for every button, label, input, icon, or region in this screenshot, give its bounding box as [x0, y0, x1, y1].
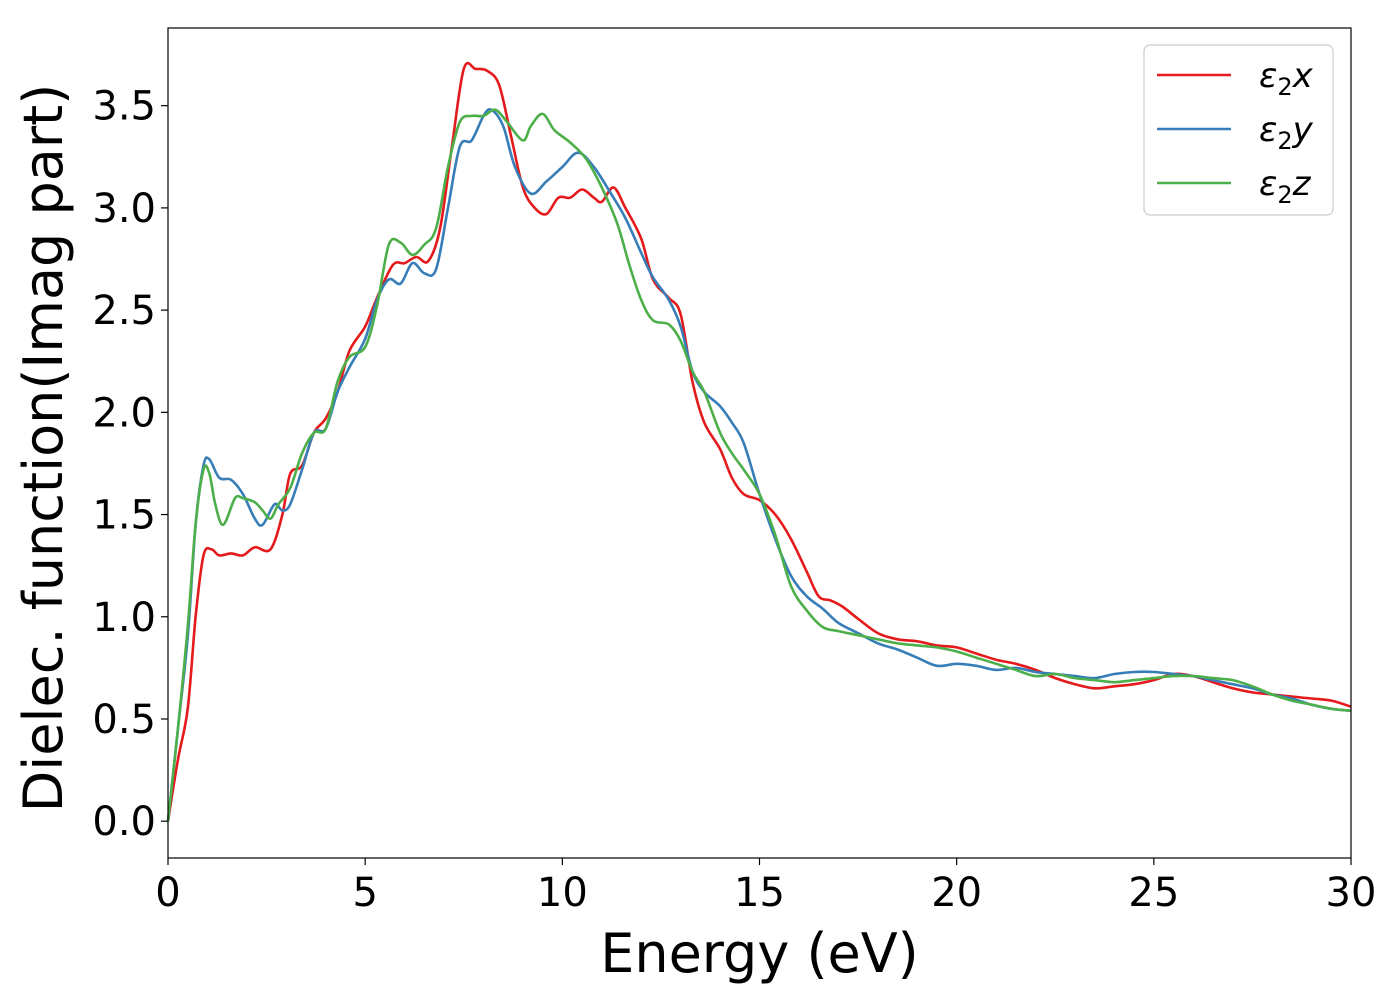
y-tick-label: 0.5 — [92, 697, 156, 743]
x-axis-title: Energy (eV) — [600, 922, 919, 985]
x-tick-label: 5 — [352, 870, 377, 916]
y-tick-label: 2.0 — [92, 390, 156, 436]
series-line-z — [166, 108, 1352, 822]
legend-label-y: ε2y — [1259, 110, 1314, 155]
y-tick-label: 1.0 — [92, 595, 156, 641]
x-tick-label: 20 — [931, 870, 982, 916]
series-layer — [166, 61, 1352, 822]
y-tick-label: 1.5 — [92, 493, 156, 539]
legend-label-z: ε2z — [1259, 164, 1312, 209]
x-tick-label: 30 — [1326, 870, 1377, 916]
y-axis-title: Dielec. function(Imag part) — [12, 84, 75, 813]
x-axis-ticks: 0 5 10 15 20 25 30 — [155, 858, 1376, 916]
x-tick-label: 0 — [155, 870, 180, 916]
y-tick-label: 3.5 — [92, 84, 156, 130]
x-tick-label: 10 — [537, 870, 588, 916]
y-tick-label: 3.0 — [92, 186, 156, 232]
legend-label-x: ε2x — [1259, 56, 1314, 101]
plot-frame — [167, 27, 1352, 859]
x-tick-label: 15 — [734, 870, 785, 916]
y-tick-label: 2.5 — [92, 288, 156, 334]
x-tick-label: 25 — [1128, 870, 1179, 916]
y-tick-label: 0.0 — [92, 799, 156, 845]
legend-box — [1143, 44, 1334, 216]
y-axis-ticks: 0.0 0.5 1.0 1.5 2.0 2.5 3.0 3.5 — [92, 84, 168, 845]
series-line-y — [166, 108, 1352, 822]
legend: ε2x ε2y ε2z — [1143, 44, 1334, 216]
